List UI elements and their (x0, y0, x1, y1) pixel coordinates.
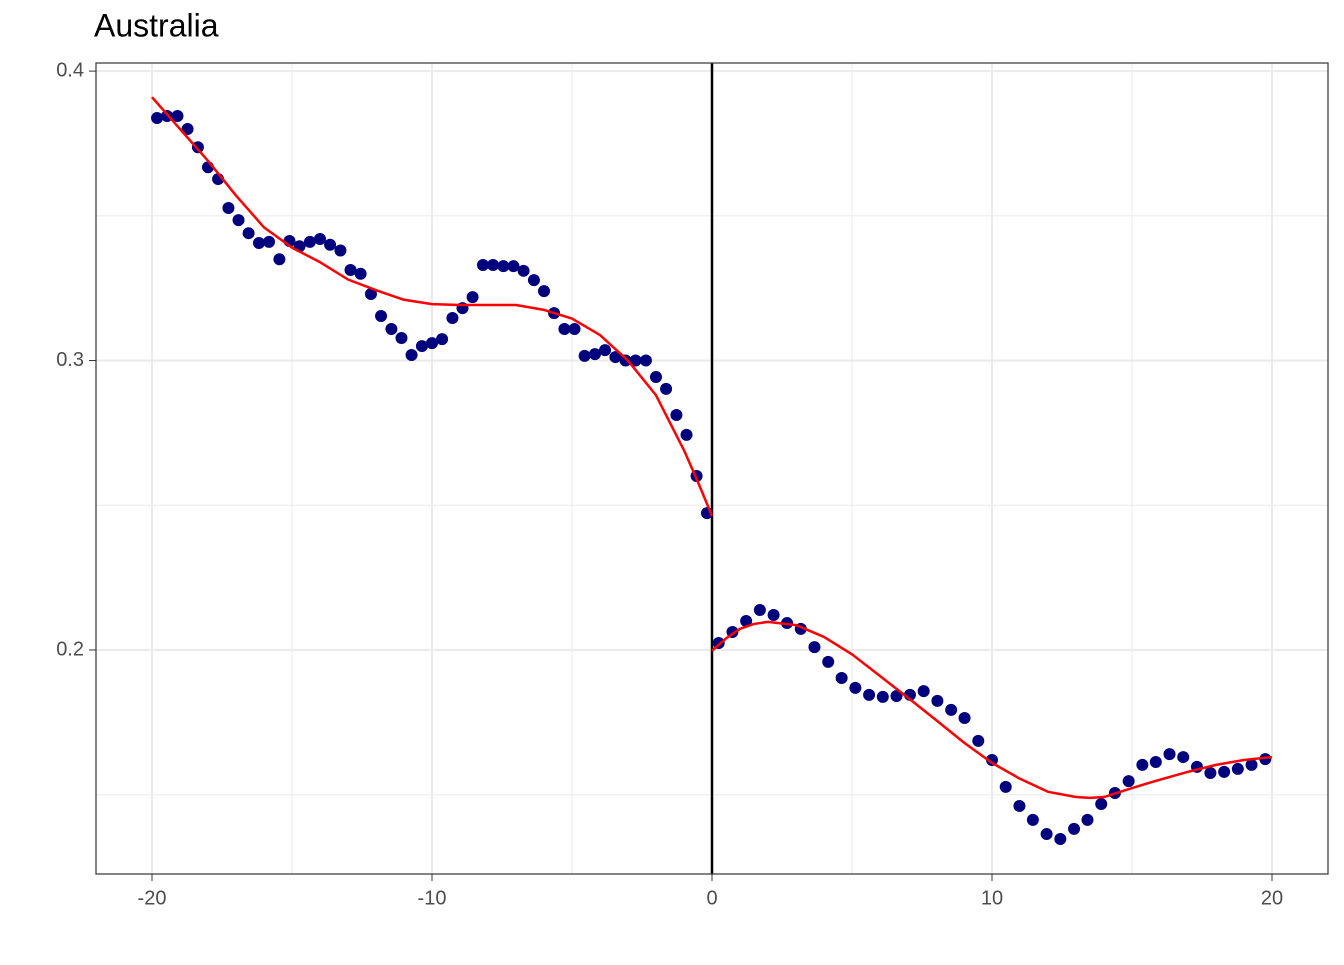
fit-line (711, 620, 1273, 800)
point (629, 354, 642, 367)
point (1122, 775, 1135, 788)
point (917, 685, 930, 698)
x-tick-label: 10 (981, 887, 1003, 909)
point (507, 260, 520, 273)
point (650, 371, 662, 384)
point (945, 703, 958, 716)
point (415, 340, 428, 353)
point (527, 274, 540, 287)
point (344, 263, 357, 276)
point (303, 235, 316, 248)
point (222, 202, 235, 215)
point (1149, 755, 1162, 768)
point (660, 382, 673, 395)
point (599, 344, 612, 357)
chart-title: Australia (94, 7, 219, 43)
point (242, 227, 255, 240)
panel-border (95, 62, 1329, 875)
point (476, 259, 489, 272)
point (446, 311, 459, 324)
point (639, 354, 652, 367)
point (1054, 832, 1067, 845)
point (1040, 828, 1053, 841)
point (670, 408, 683, 421)
point (497, 260, 510, 273)
point (558, 322, 571, 335)
y-tick-label: 0.2 (56, 638, 84, 660)
point (808, 641, 821, 654)
point (753, 604, 766, 617)
point (436, 333, 449, 346)
point (822, 655, 835, 668)
point (538, 285, 550, 298)
x-tick-label: 0 (706, 887, 717, 909)
point (972, 734, 985, 747)
point (1026, 813, 1039, 826)
point (1163, 748, 1176, 761)
point (568, 322, 581, 335)
y-tick-label: 0.4 (56, 59, 84, 81)
point (487, 259, 500, 272)
point (232, 214, 245, 227)
point (273, 253, 286, 266)
point (263, 235, 276, 248)
point (395, 331, 408, 344)
point (1245, 758, 1258, 771)
point (1095, 797, 1108, 810)
point (578, 349, 591, 362)
point (364, 287, 377, 300)
point (181, 122, 194, 135)
point (958, 711, 971, 724)
y-tick-label: 0.3 (56, 349, 84, 371)
point (517, 264, 530, 277)
point (252, 237, 265, 250)
point (1259, 753, 1272, 766)
point (986, 753, 998, 766)
fit-line (151, 96, 714, 517)
point (405, 349, 418, 362)
point (385, 322, 398, 335)
point (835, 672, 848, 685)
point (1013, 799, 1026, 812)
point (354, 267, 367, 280)
point (1177, 751, 1190, 764)
point (151, 111, 164, 124)
point (588, 348, 601, 361)
point (1231, 762, 1244, 775)
point (767, 608, 780, 621)
point (171, 109, 184, 122)
point (863, 688, 876, 701)
point (1218, 765, 1231, 778)
point (619, 354, 632, 367)
point (466, 291, 479, 304)
x-tick-label: 20 (1261, 887, 1283, 909)
point (314, 232, 326, 245)
point (609, 351, 622, 364)
point (1204, 766, 1217, 779)
x-tick-label: -20 (138, 887, 167, 909)
point (375, 309, 388, 322)
point (931, 694, 944, 707)
point (876, 690, 889, 703)
point (426, 337, 438, 350)
point (890, 689, 903, 702)
point (999, 780, 1012, 793)
point (1081, 813, 1094, 826)
point (1136, 758, 1149, 771)
x-tick-label: -10 (418, 887, 447, 909)
point (849, 681, 862, 694)
point (740, 615, 753, 628)
point (1068, 822, 1081, 835)
point (680, 428, 693, 441)
point (324, 238, 337, 251)
point (334, 244, 347, 257)
